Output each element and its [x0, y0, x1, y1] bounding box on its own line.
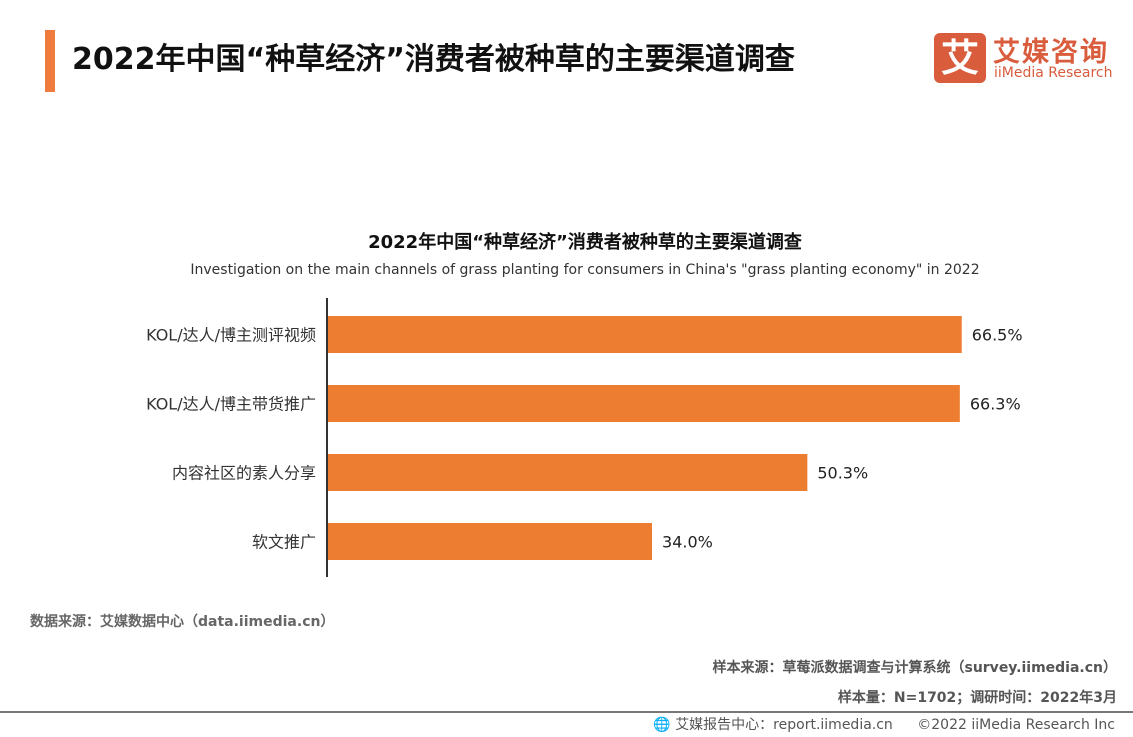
bar	[328, 523, 653, 560]
chart-title: 2022年中国“种草经济”消费者被种草的主要渠道调查	[368, 232, 802, 253]
logo-cn: 艾媒咨询	[993, 37, 1109, 68]
copyright: ©2022 iiMedia Research Inc	[917, 717, 1115, 733]
title-accent-bar	[45, 30, 55, 92]
data-label: 50.3%	[817, 464, 868, 483]
footer-divider	[0, 711, 1133, 713]
bar	[328, 454, 808, 491]
page-title: 2022年中国“种草经济”消费者被种草的主要渠道调查	[72, 42, 795, 77]
chart-subtitle: Investigation on the main channels of gr…	[190, 262, 980, 278]
sample-source: 样本来源：草莓派数据调查与计算系统（survey.iimedia.cn）	[712, 660, 1117, 676]
logo-icon: 艾	[934, 33, 986, 83]
data-label: 66.3%	[970, 395, 1021, 414]
data-source: 数据来源：艾媒数据中心（data.iimedia.cn）	[30, 614, 335, 630]
bar	[328, 316, 962, 353]
logo-en: iiMedia Research	[994, 65, 1113, 81]
category-label: KOL/达人/博主测评视频	[146, 326, 316, 345]
bar-chart: KOL/达人/博主测评视频 66.5% KOL/达人/博主带货推广 66.3% 内容社区…	[146, 298, 1023, 577]
sample-info: 样本量：N=1702；调研时间：2022年3月	[837, 690, 1117, 706]
report-center-link[interactable]: 艾媒报告中心：report.iimedia.cn	[675, 717, 893, 733]
globe-icon: 🌐	[653, 717, 671, 733]
footer: 🌐 艾媒报告中心：report.iimedia.cn ©2022 iiMedia…	[653, 714, 1115, 734]
category-label: 内容社区的素人分享	[172, 464, 316, 483]
data-label: 34.0%	[662, 533, 713, 552]
data-label: 66.5%	[972, 326, 1023, 345]
category-label: 软文推广	[252, 533, 316, 552]
bar	[328, 385, 960, 422]
category-label: KOL/达人/博主带货推广	[146, 395, 316, 414]
